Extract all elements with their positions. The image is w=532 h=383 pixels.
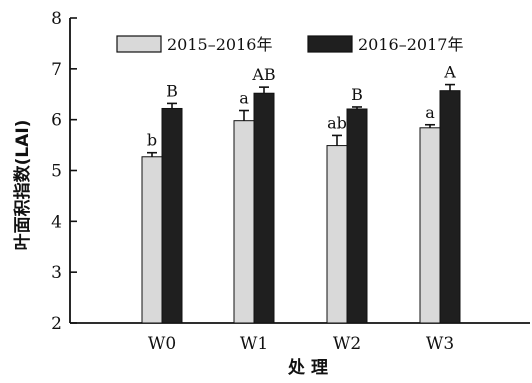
legend-label: 2015–2016年 xyxy=(167,35,272,54)
data-label: AB xyxy=(251,65,275,84)
bar xyxy=(161,107,183,324)
y-tick-label: 2 xyxy=(51,314,62,334)
data-label: ab xyxy=(327,113,347,132)
y-tick-label: 5 xyxy=(51,162,62,182)
y-axis-title: 叶面积指数(LAI) xyxy=(12,120,33,251)
bar xyxy=(346,108,368,324)
data-label: B xyxy=(351,85,363,104)
y-tick-label: 7 xyxy=(51,60,62,80)
bar xyxy=(439,90,461,324)
bar xyxy=(419,127,441,324)
x-tick-label: W2 xyxy=(333,334,361,354)
y-tick-label: 8 xyxy=(51,9,62,29)
legend-swatch xyxy=(307,35,353,53)
x-tick-label: W0 xyxy=(148,334,176,354)
bar xyxy=(253,92,275,324)
legend: 2015–2016年 2016–2017年 xyxy=(116,35,463,54)
y-tick-label: 3 xyxy=(51,263,62,283)
legend-swatch xyxy=(116,35,162,53)
x-tick-label: W1 xyxy=(240,334,268,354)
data-label: B xyxy=(166,81,178,100)
bar xyxy=(233,120,255,324)
bar xyxy=(326,145,348,324)
data-label: b xyxy=(147,131,157,150)
data-label: a xyxy=(425,103,435,122)
data-label: a xyxy=(239,89,249,108)
data-label: A xyxy=(443,63,456,82)
bar xyxy=(141,156,163,324)
x-tick-label: W3 xyxy=(426,334,454,354)
x-axis-title: 处 理 xyxy=(287,357,328,378)
y-tick-label: 4 xyxy=(51,212,62,232)
y-tick-label: 6 xyxy=(51,111,62,131)
legend-label: 2016–2017年 xyxy=(358,35,463,54)
